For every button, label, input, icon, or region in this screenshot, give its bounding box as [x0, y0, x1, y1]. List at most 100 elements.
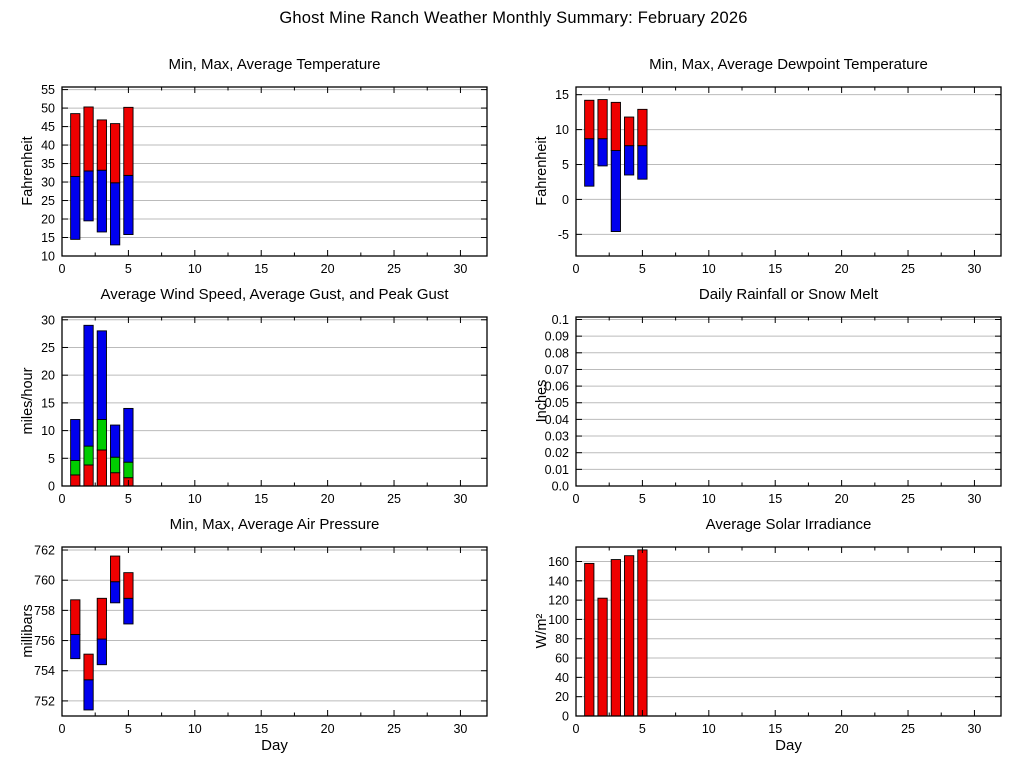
y-tick-label: 40: [41, 139, 55, 153]
bar-segment: [96, 638, 107, 666]
x-tick-label: 15: [768, 722, 782, 736]
x-axis-label: Day: [261, 737, 288, 754]
plot-border: [575, 546, 1002, 717]
y-tick-label: 0.1: [552, 313, 569, 327]
x-tick-label: 30: [967, 722, 981, 736]
bar-segment: [96, 330, 107, 420]
x-tick-label: 10: [188, 492, 202, 506]
bar-segment: [96, 449, 107, 487]
bar-segment: [610, 559, 621, 717]
x-tick-label: 30: [453, 492, 467, 506]
bar-segment: [610, 101, 621, 151]
x-tick-label: 25: [901, 492, 915, 506]
bar-segment: [83, 324, 94, 447]
x-tick-label: 5: [125, 492, 132, 506]
y-tick-label: 10: [555, 123, 569, 137]
y-tick-label: 30: [41, 176, 55, 190]
chart-rainfall: 0 5 10 15 20 25 30 0.0 0.01 0.02 0.03 0.04 0.05 0.06 0…: [514, 270, 1027, 506]
y-axis-label: miles/hour: [20, 367, 36, 435]
y-tick-label: 100: [548, 613, 569, 627]
x-tick-label: 25: [387, 262, 401, 276]
bar-segment: [123, 572, 134, 599]
x-tick-label: 20: [835, 722, 849, 736]
x-tick-label: 25: [387, 722, 401, 736]
x-tick-label: 0: [59, 722, 66, 736]
y-tick-label: 0.05: [545, 396, 569, 410]
x-tick-label: 30: [453, 262, 467, 276]
bar-segment: [584, 99, 595, 140]
bar-segment: [624, 116, 635, 147]
bar-segment: [96, 419, 107, 451]
bar-segment: [83, 679, 94, 711]
bar-segment: [624, 145, 635, 176]
x-tick-label: 5: [639, 722, 646, 736]
bar-segment: [83, 106, 94, 172]
x-tick-label: 30: [453, 722, 467, 736]
chart-canvas-wind: 0 5 10 15 20 25 30 0 5 10 15 20 25 30: [41, 313, 488, 506]
x-tick-label: 15: [768, 262, 782, 276]
y-tick-label: 754: [34, 664, 55, 678]
chart-canvas-rainfall: 0 5 10 15 20 25 30 0.0 0.01 0.02 0.03 0.04 0.05 0.06 0…: [545, 313, 1002, 506]
x-tick-label: 5: [125, 722, 132, 736]
bar-segment: [123, 407, 134, 463]
bar-segment: [96, 597, 107, 640]
bar-segment: [70, 460, 81, 476]
bar-segment: [83, 170, 94, 222]
x-tick-label: 5: [639, 262, 646, 276]
bar-segment: [110, 581, 121, 604]
y-tick-label: 15: [41, 231, 55, 245]
bar-segment: [83, 464, 94, 487]
bar-segment: [624, 555, 635, 717]
chart-title: Min, Max, Average Temperature: [168, 56, 381, 73]
x-tick-label: 20: [321, 722, 335, 736]
bar-segment: [70, 474, 81, 487]
x-tick-label: 20: [835, 262, 849, 276]
bar-segment: [70, 113, 81, 177]
bar-segment: [70, 419, 81, 461]
y-axis-label: Fahrenheit: [20, 136, 36, 206]
y-tick-label: 0.09: [545, 330, 569, 344]
chart-title: Average Wind Speed, Average Gust, and Pe…: [100, 286, 449, 303]
bar-segment: [96, 169, 107, 233]
x-tick-label: 20: [321, 262, 335, 276]
plot-border: [61, 546, 488, 717]
x-tick-label: 10: [702, 492, 716, 506]
chart-title: Min, Max, Average Dewpoint Temperature: [649, 56, 928, 73]
bar-segment: [70, 634, 81, 660]
y-axis-label: W/m²: [534, 613, 550, 649]
x-tick-label: 10: [702, 262, 716, 276]
chart-canvas-pressure: 0 5 10 15 20 25 30 752 754 756 758 760 762: [34, 544, 488, 736]
y-tick-label: 60: [555, 652, 569, 666]
y-tick-label: 160: [548, 555, 569, 569]
bar-segment: [83, 445, 94, 466]
bar-segment: [123, 461, 134, 479]
bar-segment: [83, 653, 94, 681]
x-tick-label: 30: [967, 492, 981, 506]
y-tick-label: 140: [548, 574, 569, 588]
bar-segment: [96, 119, 107, 171]
y-tick-label: 0.06: [545, 380, 569, 394]
y-tick-label: 752: [34, 694, 55, 708]
y-tick-label: 0.07: [545, 363, 569, 377]
y-tick-label: 0.0: [552, 480, 569, 494]
plot-border: [575, 316, 1002, 487]
bar-segment: [110, 456, 121, 474]
plot-border: [575, 86, 1002, 257]
chart-wind: 0 5 10 15 20 25 30 0 5 10 15 20 25 30 Average Wind Sp…: [0, 270, 513, 506]
y-tick-label: 15: [41, 396, 55, 410]
y-tick-label: 30: [41, 313, 55, 327]
y-tick-label: 35: [41, 157, 55, 171]
y-tick-label: 0: [48, 480, 55, 494]
y-tick-label: 0: [562, 710, 569, 724]
x-tick-label: 20: [835, 492, 849, 506]
y-tick-label: 80: [555, 632, 569, 646]
y-tick-label: 758: [34, 604, 55, 618]
x-tick-label: 10: [188, 262, 202, 276]
x-tick-label: 10: [188, 722, 202, 736]
y-axis-label: Fahrenheit: [534, 136, 550, 206]
y-tick-label: 40: [555, 671, 569, 685]
bar-segment: [597, 99, 608, 140]
bar-segment: [584, 138, 595, 187]
x-tick-label: 15: [254, 722, 268, 736]
y-tick-label: 20: [41, 369, 55, 383]
